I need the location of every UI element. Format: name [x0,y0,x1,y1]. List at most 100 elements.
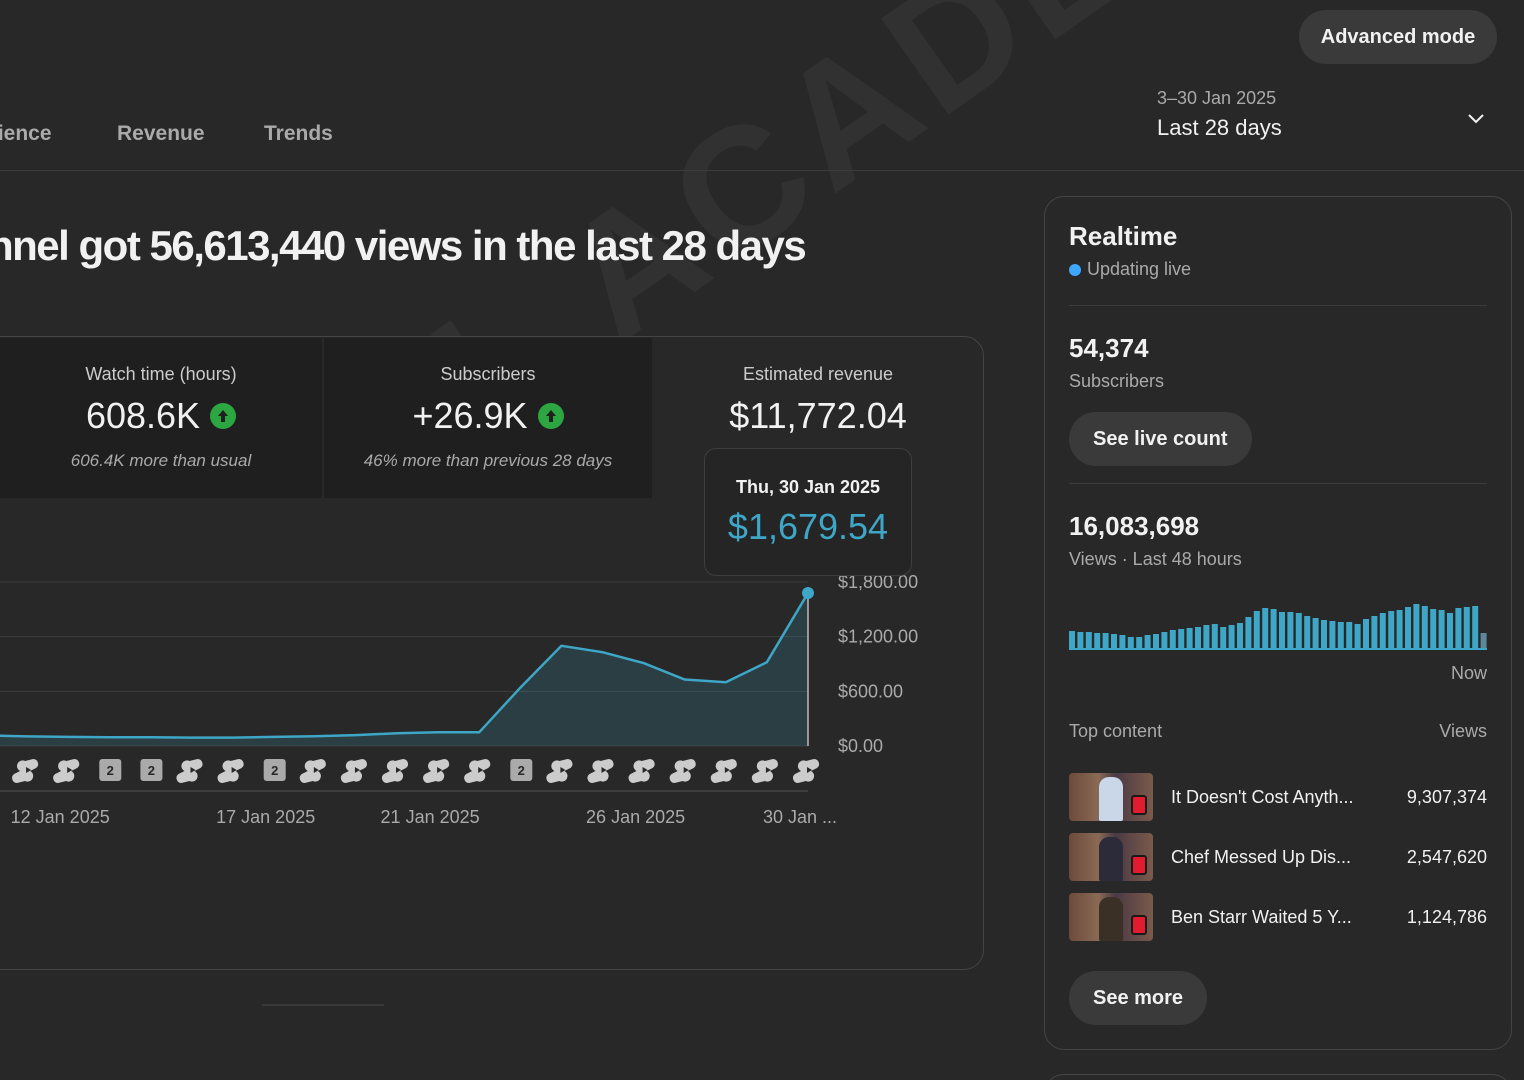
next-card-edge [1044,1074,1512,1080]
upload-count-badge [140,759,163,781]
tab-revenue[interactable]: Revenue [117,122,205,145]
views-bar [1169,630,1176,649]
arrow-up-icon [210,403,237,429]
upload-count-text: 2 [518,763,525,778]
metric-value: $11,772.04 [729,395,907,436]
divider [1069,305,1487,306]
views-bar [1295,613,1302,649]
subscriber-label: Subscribers [1069,371,1165,391]
realtime-title: Realtime [1069,221,1178,251]
views-bar [1438,610,1445,649]
x-axis-tick-label: 30 Jan ... [763,807,837,827]
metric-value-row: +26.9K [324,395,652,437]
metric-estimated-revenue[interactable]: Estimated revenue $11,772.04 [654,338,982,498]
see-live-count-button[interactable]: See live count [1069,412,1252,466]
views-bar [1388,611,1395,649]
metric-value-row: $11,772.04 [654,395,982,437]
play-icon [26,767,32,773]
play-icon [478,767,484,773]
views-bar [1161,632,1168,649]
views-bar [1211,624,1218,649]
revenue-area [0,593,808,746]
play-icon [396,767,401,773]
views-bar [1413,604,1420,649]
x-axis-tick-label: 17 Jan 2025 [216,807,315,827]
views-bar [1463,607,1470,649]
play-icon [354,767,360,773]
views-bar [1228,625,1235,649]
realtime-views-bar-chart[interactable] [1069,593,1489,649]
views-bar [1220,627,1227,649]
top-content-item[interactable]: Chef Messed Up Dis... 2,547,620 [1069,833,1487,883]
video-title: It Doesn't Cost Anyth... [1171,787,1354,807]
views-bar [1354,624,1361,649]
video-views: 1,124,786 [1406,907,1487,927]
page-title: nnel got 56,613,440 views in the last 28… [0,222,807,269]
views-bar [1472,606,1479,649]
views-bar [1480,633,1487,649]
views-bar [1312,618,1319,649]
shorts-icon [340,759,367,783]
play-icon [683,767,689,773]
views-count: 16,083,698 [1069,511,1200,541]
top-content-item[interactable]: Ben Starr Waited 5 Y... 1,124,786 [1069,893,1487,943]
shorts-icon [423,759,450,783]
views-bar [1119,635,1126,649]
video-title: Ben Starr Waited 5 Y... [1171,907,1352,927]
views-bar [1102,633,1109,649]
views-bar [1321,620,1327,649]
now-label: Now [1450,663,1487,683]
advanced-mode-button[interactable]: Advanced mode [1299,10,1497,64]
y-axis-tick-label: $1,800.00 [838,572,918,592]
views-bar [1245,617,1252,649]
views-bar [1094,633,1101,649]
shorts-icon [710,759,737,783]
metric-subscribers[interactable]: Subscribers +26.9K 46% more than previou… [324,338,652,498]
views-bar [1421,606,1428,649]
y-axis-tick-label: $1,200.00 [838,627,918,647]
date-range-picker[interactable]: 3–30 Jan 2025 Last 28 days [1157,88,1497,148]
data-point-highlight [802,586,814,599]
play-icon [437,767,443,773]
upload-count-badge [99,759,122,781]
views-bar [1085,632,1092,649]
x-axis-tick-label: 21 Jan 2025 [381,807,480,827]
thumbnail-figure [1099,837,1123,881]
views-bar [1396,610,1403,649]
play-icon [765,767,771,773]
date-range-text: 3–30 Jan 2025 [1157,88,1277,108]
tab-trends[interactable]: Trends [264,122,333,145]
play-icon [231,767,237,773]
live-label: Updating live [1087,259,1192,279]
revenue-chart[interactable]: $0.00 $600.00 $1,200.00 $1,800.00 2 2 2 2 12 Jan… [0,560,984,850]
shorts-icon [1131,855,1147,875]
metric-value-row: 608.6K [0,395,322,437]
subscriber-count: 54,374 [1069,333,1149,363]
revenue-line [0,592,810,739]
video-thumbnail [1069,893,1153,941]
header-divider [0,170,1524,171]
views-bar [1337,622,1344,649]
upload-count-text: 2 [148,763,155,778]
shorts-icon [1131,915,1147,935]
top-content-item[interactable]: It Doesn't Cost Anyth... 9,307,374 [1069,773,1487,823]
date-range-label: Last 28 days [1157,115,1282,140]
views-bar [1178,629,1185,649]
see-more-button[interactable]: See more [1069,971,1208,1025]
tab-audience[interactable]: lience [0,122,52,145]
shorts-icon [176,759,203,783]
shorts-icon [382,759,409,783]
realtime-card: Realtime Updating live 54,374 Subscriber… [1044,196,1512,1050]
x-axis-tick-label: 26 Jan 2025 [586,807,685,827]
views-bar [1430,609,1437,649]
metric-watch-time[interactable]: Watch time (hours) 608.6K 606.4K more th… [0,338,322,498]
play-icon [807,767,812,773]
views-bar [1346,622,1353,649]
views-bar [1379,613,1386,649]
video-title: Chef Messed Up Dis... [1171,847,1352,867]
play-icon [724,767,730,773]
views-bar [1237,623,1243,649]
views-bar [1111,634,1117,649]
live-dot-icon [1069,263,1081,276]
